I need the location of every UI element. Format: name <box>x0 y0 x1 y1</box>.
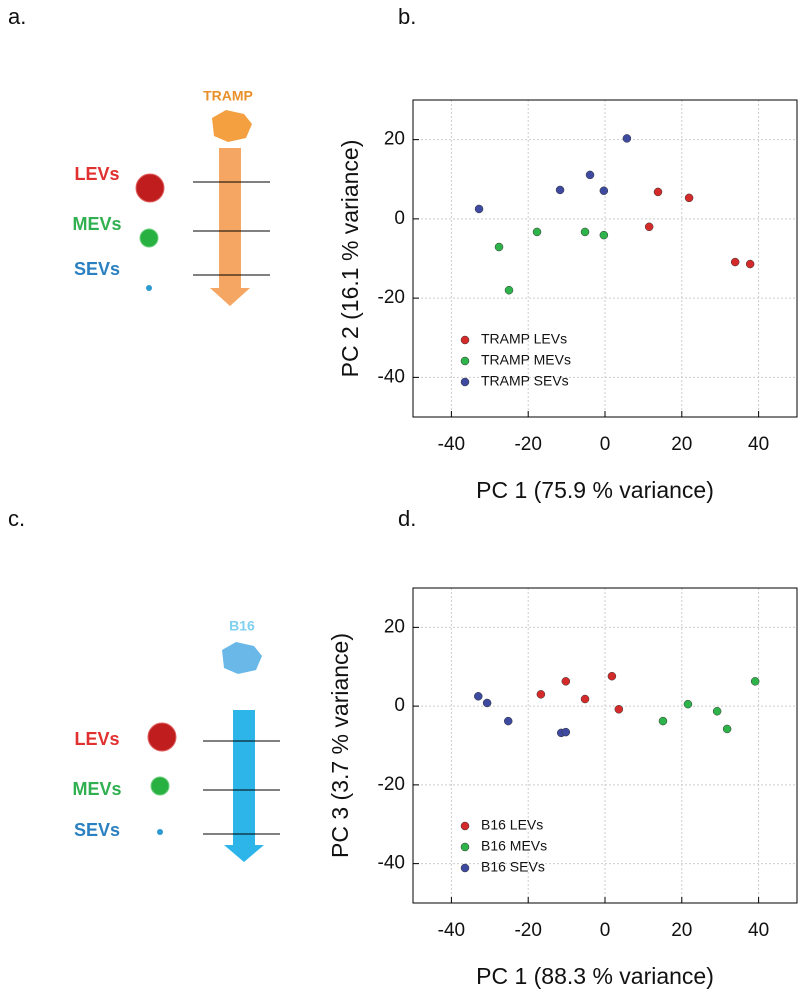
diagram: TRAMP LEVs MEVs SEVs <box>72 88 270 306</box>
legend-label: TRAMP MEVs <box>481 352 571 368</box>
y-tick-label: 20 <box>384 129 405 150</box>
x-axis-label: PC 1 (75.9 % variance) <box>476 477 714 503</box>
point <box>712 706 722 716</box>
x-tick-label: 40 <box>748 920 769 941</box>
point <box>614 705 624 714</box>
cell-label: B16 <box>229 618 255 634</box>
arrow <box>224 710 264 862</box>
x-tick-label: 0 <box>600 920 611 941</box>
legend-marker <box>460 863 470 873</box>
legend-marker <box>460 335 470 345</box>
ev-icon <box>146 285 152 291</box>
point <box>561 677 571 686</box>
point <box>599 230 609 240</box>
panel-label: a. <box>8 4 26 29</box>
point <box>683 699 693 709</box>
legend-label: TRAMP SEVs <box>481 373 569 389</box>
x-tick-label: 0 <box>600 434 611 455</box>
x-tick-label: -40 <box>438 920 465 941</box>
point <box>494 242 504 252</box>
cell-icon <box>222 642 262 674</box>
point <box>503 716 513 726</box>
plot-frame <box>412 99 798 418</box>
legend-label: B16 MEVs <box>481 838 547 854</box>
y-tick-label: 20 <box>384 616 405 637</box>
ev-icon <box>147 722 177 752</box>
point <box>599 186 609 195</box>
point <box>585 170 595 180</box>
plot-frame <box>412 587 798 904</box>
point <box>730 257 740 267</box>
point <box>504 285 514 295</box>
ev-label: LEVs <box>74 729 119 749</box>
y-tick-label: -20 <box>378 774 405 795</box>
point <box>536 690 546 699</box>
point <box>653 187 663 197</box>
y-axis-label: PC 2 (16.1 % variance) <box>337 140 363 378</box>
y-tick-label: 0 <box>394 208 405 229</box>
ev-icon <box>139 228 159 248</box>
ev-label: MEVs <box>72 779 121 799</box>
legend-marker <box>460 356 470 366</box>
point <box>684 193 694 203</box>
point <box>474 692 483 701</box>
point <box>722 724 732 734</box>
y-tick-label: -40 <box>378 366 405 387</box>
x-tick-label: -20 <box>514 920 541 941</box>
y-tick-label: -20 <box>378 287 405 308</box>
point <box>474 204 484 214</box>
x-tick-label: 40 <box>748 434 769 455</box>
y-tick-label: 0 <box>394 695 405 716</box>
ev-label: LEVs <box>74 164 119 184</box>
legend-label: B16 SEVs <box>481 859 545 875</box>
ev-label: MEVs <box>72 214 121 234</box>
legend-marker <box>460 821 470 831</box>
panel-label: b. <box>398 4 416 29</box>
cell-label: TRAMP <box>203 88 253 104</box>
point <box>532 227 542 237</box>
point <box>745 259 755 269</box>
point <box>750 677 760 686</box>
legend-marker <box>460 842 470 852</box>
legend-marker <box>460 377 470 387</box>
point <box>607 671 617 681</box>
point <box>580 694 590 704</box>
ev-icon <box>135 173 165 203</box>
point <box>580 227 590 237</box>
ev-label: SEVs <box>74 259 120 279</box>
panel-label: d. <box>398 506 416 531</box>
point <box>658 716 668 726</box>
y-tick-label: -40 <box>378 853 405 874</box>
ev-icon <box>150 776 170 796</box>
diagram: B16 LEVs MEVs SEVs <box>72 618 280 862</box>
legend-label: TRAMP LEVs <box>481 331 567 347</box>
point <box>644 222 654 232</box>
x-tick-label: 20 <box>671 434 692 455</box>
point <box>561 727 571 737</box>
x-tick-label: 20 <box>671 920 692 941</box>
x-tick-label: -40 <box>438 434 465 455</box>
ev-icon <box>157 829 163 835</box>
point <box>622 134 632 143</box>
x-axis-label: PC 1 (88.3 % variance) <box>476 963 714 989</box>
panel-label: c. <box>8 506 25 531</box>
legend-label: B16 LEVs <box>481 817 543 833</box>
point <box>555 185 565 195</box>
cell-icon <box>212 110 252 142</box>
x-tick-label: -20 <box>514 434 541 455</box>
y-axis-label: PC 3 (3.7 % variance) <box>327 633 353 858</box>
arrow <box>210 148 250 306</box>
point <box>482 698 492 708</box>
ev-label: SEVs <box>74 820 120 840</box>
